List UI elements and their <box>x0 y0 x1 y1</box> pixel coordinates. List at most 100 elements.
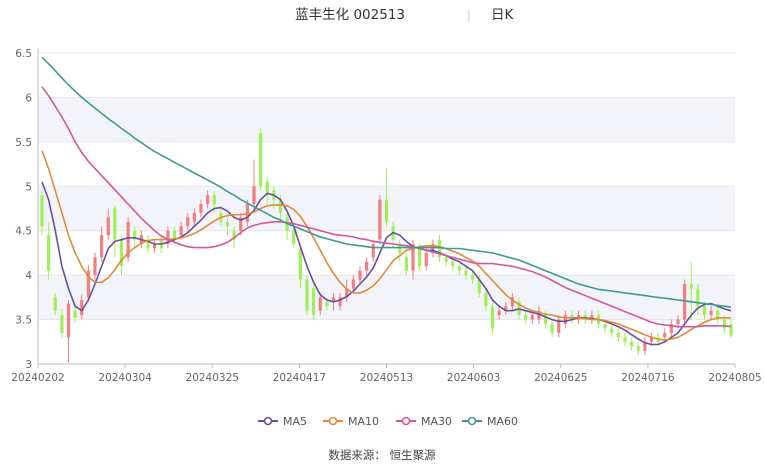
legend-item-ma10[interactable]: MA10 <box>323 415 379 428</box>
x-tick-label: 20240513 <box>360 372 413 384</box>
candle[interactable] <box>146 235 150 253</box>
candle[interactable] <box>537 306 541 325</box>
candle-body <box>683 284 687 320</box>
candle[interactable] <box>259 128 263 191</box>
candle[interactable] <box>153 239 157 253</box>
legend-item-ma60[interactable]: MA60 <box>462 415 518 428</box>
candle[interactable] <box>490 301 495 333</box>
candle[interactable] <box>669 319 673 338</box>
moving-average-lines[interactable] <box>41 56 732 346</box>
candle-body <box>384 199 389 222</box>
data-source: 数据来源： 恒生聚源 <box>328 448 436 462</box>
candle[interactable] <box>186 212 190 231</box>
y-tick-label: 3.5 <box>15 315 32 327</box>
candle[interactable] <box>431 239 435 258</box>
candle[interactable] <box>93 252 97 280</box>
candle[interactable] <box>623 332 627 347</box>
candle[interactable] <box>106 208 110 240</box>
candle[interactable] <box>510 292 514 311</box>
candle[interactable] <box>424 248 428 271</box>
candle[interactable] <box>716 306 720 325</box>
candle[interactable] <box>265 177 269 205</box>
candle[interactable] <box>471 270 475 285</box>
candle[interactable] <box>345 279 349 302</box>
candle[interactable] <box>318 292 322 316</box>
candle[interactable] <box>225 217 230 236</box>
candle[interactable] <box>206 190 210 209</box>
candle-body <box>418 248 422 267</box>
candle[interactable] <box>192 208 196 227</box>
candle[interactable] <box>683 279 687 325</box>
candle[interactable] <box>199 199 203 218</box>
candle-body <box>543 315 548 325</box>
candle[interactable] <box>610 324 614 338</box>
candle[interactable] <box>66 300 71 363</box>
candle-body <box>530 315 534 320</box>
candle[interactable] <box>550 319 554 338</box>
legend-item-ma30[interactable]: MA30 <box>396 415 452 428</box>
candle[interactable] <box>365 257 369 276</box>
candle[interactable] <box>590 310 594 325</box>
candle[interactable] <box>378 195 382 245</box>
ma10-line[interactable] <box>41 150 731 341</box>
candle[interactable] <box>709 306 713 320</box>
candle[interactable] <box>298 244 302 289</box>
y-tick-label: 4 <box>25 270 32 282</box>
candle[interactable] <box>166 226 170 249</box>
candle[interactable] <box>696 284 700 316</box>
candle[interactable] <box>53 292 57 316</box>
x-tick-label: 20240325 <box>186 372 239 384</box>
y-tick-label: 4.5 <box>15 226 32 238</box>
candle-body <box>537 310 541 320</box>
candle-body <box>166 230 170 245</box>
candle[interactable] <box>371 239 375 262</box>
candle[interactable] <box>358 266 362 285</box>
candle[interactable] <box>40 190 44 236</box>
candle[interactable] <box>86 264 90 302</box>
candle-body <box>318 297 322 311</box>
candle[interactable] <box>73 306 77 324</box>
legend-label: MA10 <box>348 415 379 428</box>
candle[interactable] <box>484 288 488 311</box>
candle[interactable] <box>437 235 442 262</box>
candle[interactable] <box>172 226 177 245</box>
candle[interactable] <box>457 261 461 276</box>
candle[interactable] <box>312 284 316 320</box>
candle[interactable] <box>643 337 647 356</box>
legend[interactable]: MA5 MA10 MA30 MA60 <box>258 415 518 428</box>
candlestick-series[interactable] <box>40 128 733 363</box>
candle-body <box>722 319 726 329</box>
candle[interactable] <box>557 315 561 338</box>
candle[interactable] <box>80 294 84 320</box>
candle[interactable] <box>252 159 256 209</box>
candle-body <box>411 244 415 271</box>
candle[interactable] <box>404 252 408 276</box>
candle[interactable] <box>616 328 620 342</box>
candle[interactable] <box>113 205 117 258</box>
x-axis-ticks: 20240202 20240304 20240325 20240417 20240513… <box>11 364 762 384</box>
candle[interactable] <box>630 337 634 351</box>
candle[interactable] <box>119 235 124 276</box>
ma60-line[interactable] <box>41 56 732 308</box>
candle[interactable] <box>47 221 51 280</box>
candle[interactable] <box>729 319 733 338</box>
candle[interactable] <box>464 266 468 280</box>
candle[interactable] <box>239 212 243 236</box>
candle[interactable] <box>305 275 309 316</box>
candle[interactable] <box>497 306 501 320</box>
candle[interactable] <box>398 239 402 262</box>
candle[interactable] <box>504 301 508 316</box>
ma5-line[interactable] <box>41 181 732 346</box>
candle[interactable] <box>60 308 64 338</box>
ma30-line[interactable] <box>41 86 732 328</box>
legend-item-ma5[interactable]: MA5 <box>258 415 307 428</box>
candle[interactable] <box>689 261 693 320</box>
candle[interactable] <box>524 310 528 325</box>
candle[interactable] <box>563 310 567 329</box>
candle[interactable] <box>292 226 296 249</box>
candle[interactable] <box>126 217 130 262</box>
candle[interactable] <box>384 168 389 227</box>
candle[interactable] <box>338 292 342 311</box>
candle[interactable] <box>100 226 104 262</box>
candle[interactable] <box>636 341 640 356</box>
